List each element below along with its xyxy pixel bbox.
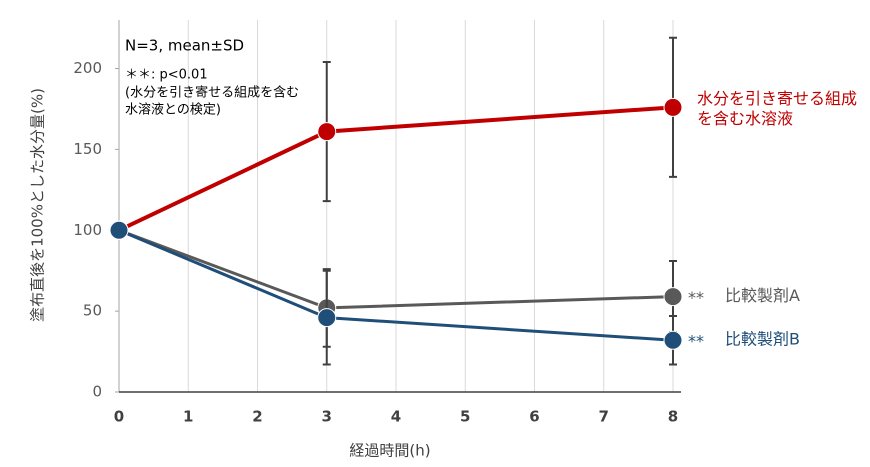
y-tick-label: 50 xyxy=(83,302,102,320)
data-point xyxy=(663,287,683,307)
x-tick-label: 1 xyxy=(183,408,193,426)
data-point xyxy=(663,97,683,117)
annotation: (水分を引き寄せる組成を含む xyxy=(125,85,299,101)
x-tick-label: 5 xyxy=(460,408,470,426)
series-label: 比較製剤B xyxy=(725,330,800,349)
y-tick-label: 0 xyxy=(92,383,102,401)
significance-mark: ** xyxy=(688,288,704,307)
series-label: 水分を引き寄せる組成 xyxy=(697,89,857,108)
series-label: を含む水溶液 xyxy=(697,109,793,128)
annotation: 水溶液との検定) xyxy=(125,103,221,118)
series-label: 比較製剤A xyxy=(725,286,800,305)
data-point xyxy=(317,122,337,142)
x-tick-label: 8 xyxy=(668,408,678,426)
x-tick-label: 7 xyxy=(599,408,609,426)
data-point xyxy=(317,308,337,328)
y-axis-label: 塗布直後を100%とした水分量(%) xyxy=(29,88,47,322)
y-tick-label: 200 xyxy=(73,59,102,77)
y-tick-label: 150 xyxy=(73,140,102,158)
x-tick-label: 0 xyxy=(114,408,124,426)
significance-mark: ** xyxy=(688,332,704,351)
data-point xyxy=(109,220,129,240)
x-tick-label: 2 xyxy=(252,408,262,426)
annotation: ＊＊: p<0.01 xyxy=(125,68,208,83)
data-point xyxy=(663,330,683,350)
y-tick-label: 100 xyxy=(73,221,102,239)
annotation: N=3, mean±SD xyxy=(125,37,244,55)
x-tick-label: 6 xyxy=(529,408,539,426)
x-tick-label: 4 xyxy=(391,408,401,426)
x-tick-label: 3 xyxy=(322,408,332,426)
x-axis-label: 経過時間(h) xyxy=(349,442,430,460)
